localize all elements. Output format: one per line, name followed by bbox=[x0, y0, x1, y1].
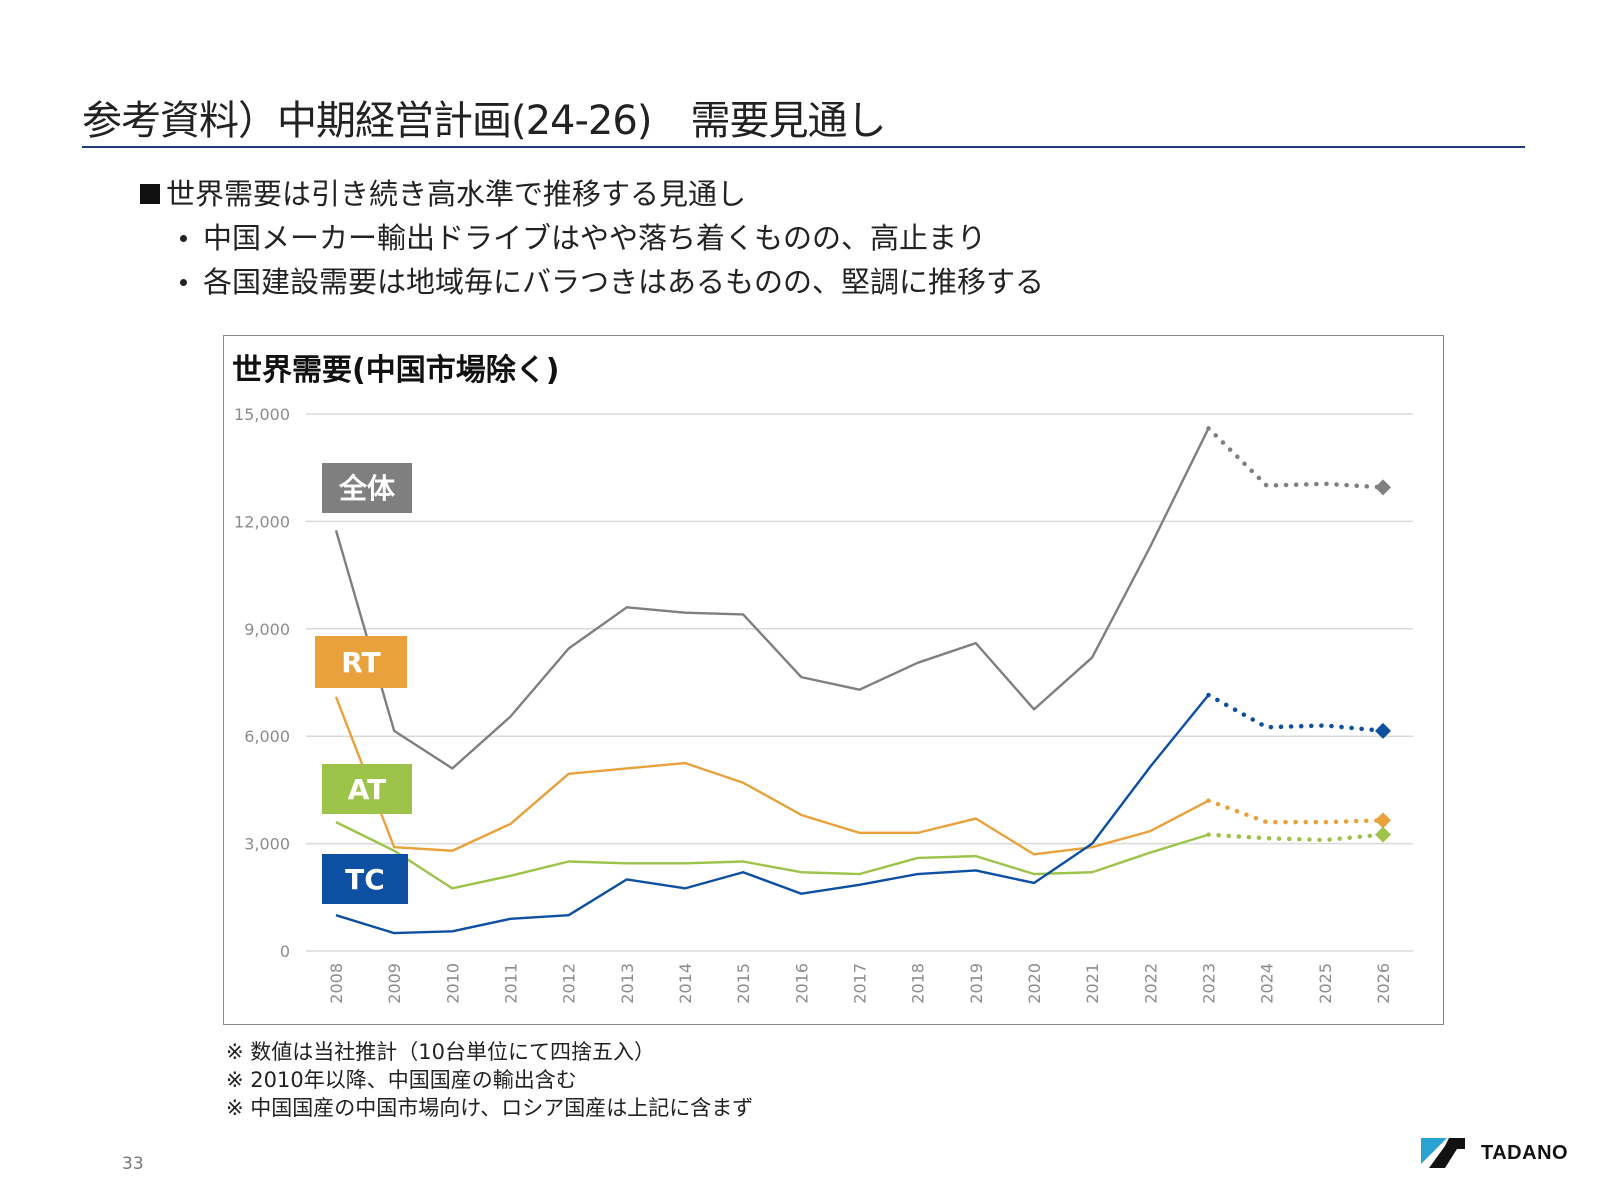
x-tick-label: 2014 bbox=[676, 963, 695, 1004]
x-tick-label: 2010 bbox=[443, 963, 462, 1004]
bullet-list: 世界需要は引き続き高水準で推移する見通し 中国メーカー輸出ドライブはやや落ち着く… bbox=[140, 172, 1044, 304]
gridlines bbox=[306, 413, 1413, 952]
series-forecast-AT bbox=[1206, 832, 1386, 843]
x-tick-label: 2017 bbox=[851, 963, 870, 1004]
series-label-RT: RT bbox=[341, 646, 380, 679]
x-tick-label: 2026 bbox=[1374, 963, 1393, 1004]
series-line-全体 bbox=[334, 427, 1210, 770]
chart-frame bbox=[223, 335, 1444, 1025]
y-axis-ticks: 0 3,000 6,000 9,000 12,000 15,000 bbox=[234, 405, 290, 961]
title-divider bbox=[82, 146, 1525, 148]
diamond-marker-TC bbox=[1375, 722, 1391, 739]
y-tick-label: 6,000 bbox=[244, 727, 290, 746]
bullet-main: 世界需要は引き続き高水準で推移する見通し bbox=[140, 172, 1044, 216]
x-tick-label: 2023 bbox=[1200, 963, 1219, 1004]
series-label-AT: AT bbox=[348, 773, 387, 806]
diamond-marker-AT bbox=[1375, 826, 1391, 843]
series-label-box bbox=[322, 764, 412, 814]
y-tick-label: 15,000 bbox=[234, 405, 290, 424]
footnote: ※ 中国国産の中国市場向け、ロシア国産は上記に含まず bbox=[226, 1096, 754, 1120]
page-number: 33 bbox=[122, 1154, 144, 1174]
diamond-marker-RT bbox=[1375, 812, 1391, 829]
tadano-logo-icon bbox=[1421, 1138, 1465, 1168]
logo-text: TADANO bbox=[1481, 1141, 1569, 1164]
x-tick-label: 2019 bbox=[967, 963, 986, 1004]
bullet-main-text: 世界需要は引き続き高水準で推移する見通し bbox=[166, 177, 747, 211]
square-bullet-icon bbox=[140, 184, 160, 204]
series-label-全体: 全体 bbox=[338, 472, 396, 505]
y-tick-label: 12,000 bbox=[234, 512, 290, 531]
series-labels: 全体 RT AT TC bbox=[315, 463, 412, 904]
footnote: ※ 数値は当社推計（10台単位にて四捨五入） bbox=[226, 1040, 655, 1064]
x-tick-label: 2015 bbox=[734, 963, 753, 1004]
series-label-box bbox=[315, 636, 407, 688]
bullet-sub-text: 各国建設需要は地域毎にバラつきはあるものの、堅調に推移する bbox=[203, 265, 1045, 299]
series-lines bbox=[334, 426, 1391, 935]
x-tick-label: 2022 bbox=[1141, 963, 1160, 1004]
page-title: 参考資料）中期経営計画(24-26) 需要見通し bbox=[82, 98, 886, 144]
series-forecast-全体 bbox=[1206, 426, 1386, 490]
x-tick-label: 2013 bbox=[618, 963, 637, 1004]
x-tick-label: 2025 bbox=[1316, 963, 1335, 1004]
bullet-sub: 中国メーカー輸出ドライブはやや落ち着くものの、高止まり bbox=[180, 216, 1044, 260]
x-tick-label: 2011 bbox=[502, 963, 521, 1004]
chart-title: 世界需要(中国市場除く) bbox=[232, 353, 560, 388]
bullet-sub: 各国建設需要は地域毎にバラつきはあるものの、堅調に推移する bbox=[180, 260, 1044, 304]
y-tick-label: 0 bbox=[280, 942, 290, 961]
series-label-TC: TC bbox=[345, 863, 385, 896]
series-label-box bbox=[322, 463, 412, 513]
company-logo: TADANO bbox=[1421, 1138, 1568, 1168]
series-forecast-TC bbox=[1206, 692, 1386, 734]
x-tick-label: 2024 bbox=[1258, 963, 1277, 1004]
x-axis-ticks: 2008 2009 2010 2011 2012 2013 2014 2015 2016 2017… bbox=[327, 963, 1393, 1004]
diamond-marker-全体 bbox=[1375, 479, 1391, 496]
y-tick-label: 9,000 bbox=[244, 620, 290, 639]
x-tick-label: 2008 bbox=[327, 963, 346, 1004]
series-forecast-RT bbox=[1206, 798, 1386, 825]
dot-bullet-icon bbox=[180, 278, 187, 286]
x-tick-label: 2009 bbox=[385, 963, 404, 1004]
x-tick-label: 2021 bbox=[1083, 963, 1102, 1004]
footnote: ※ 2010年以降、中国国産の輸出含む bbox=[226, 1068, 577, 1092]
x-tick-label: 2020 bbox=[1025, 963, 1044, 1004]
x-tick-label: 2018 bbox=[909, 963, 928, 1004]
dot-bullet-icon bbox=[180, 234, 187, 242]
footnotes: ※ 数値は当社推計（10台単位にて四捨五入） ※ 2010年以降、中国国産の輸出… bbox=[226, 1038, 753, 1122]
series-label-box bbox=[322, 854, 408, 904]
series-line-TC bbox=[335, 694, 1210, 935]
x-tick-label: 2016 bbox=[792, 963, 811, 1004]
bullet-sub-text: 中国メーカー輸出ドライブはやや落ち着くものの、高止まり bbox=[203, 221, 987, 255]
series-line-RT bbox=[334, 696, 1210, 856]
y-tick-label: 3,000 bbox=[244, 835, 290, 854]
series-line-AT bbox=[335, 821, 1209, 890]
x-tick-label: 2012 bbox=[560, 963, 579, 1004]
